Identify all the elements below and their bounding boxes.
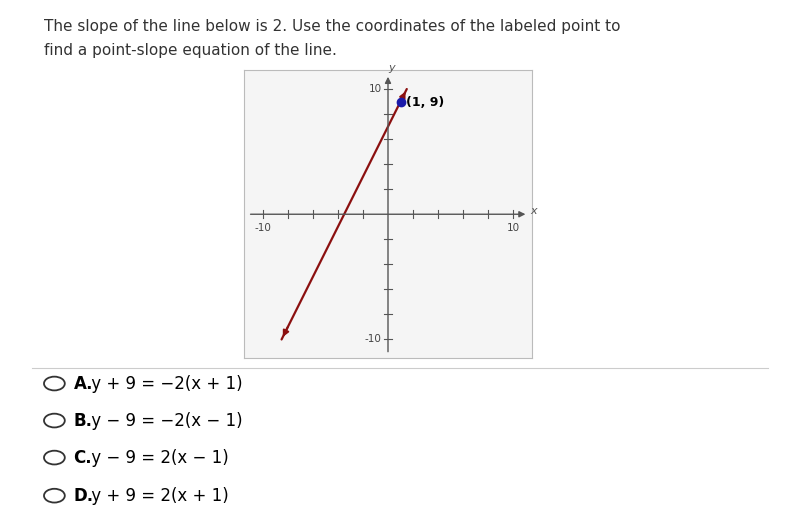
Text: D.: D.	[74, 487, 94, 505]
Text: y − 9 = 2(x − 1): y − 9 = 2(x − 1)	[86, 449, 229, 467]
Text: y: y	[389, 63, 395, 73]
Text: A.: A.	[74, 375, 93, 393]
Text: find a point-slope equation of the line.: find a point-slope equation of the line.	[44, 43, 337, 58]
Text: y + 9 = 2(x + 1): y + 9 = 2(x + 1)	[86, 487, 229, 505]
Text: -10: -10	[365, 334, 382, 344]
Text: 10: 10	[506, 223, 520, 233]
Text: (1, 9): (1, 9)	[406, 96, 444, 110]
Text: C.: C.	[74, 449, 92, 467]
Text: y + 9 = −2(x + 1): y + 9 = −2(x + 1)	[86, 375, 243, 393]
Text: 10: 10	[369, 84, 382, 94]
Text: y − 9 = −2(x − 1): y − 9 = −2(x − 1)	[86, 412, 243, 430]
Text: B.: B.	[74, 412, 93, 430]
Text: The slope of the line below is 2. Use the coordinates of the labeled point to: The slope of the line below is 2. Use th…	[44, 19, 621, 33]
Text: -10: -10	[254, 223, 271, 233]
Text: x: x	[530, 206, 538, 216]
